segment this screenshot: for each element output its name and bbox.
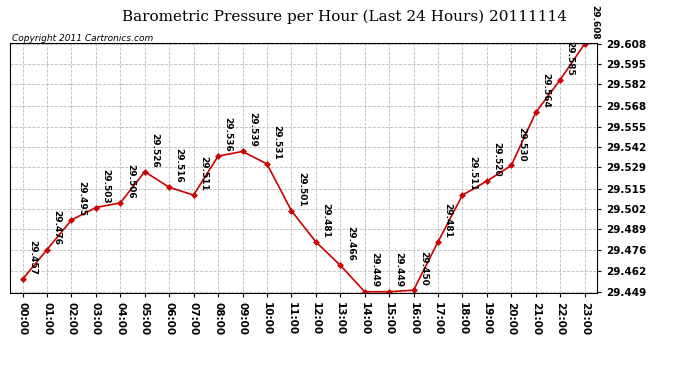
Text: 29.516: 29.516 [175,148,184,183]
Text: 29.481: 29.481 [322,203,331,238]
Text: 29.526: 29.526 [150,133,159,168]
Text: 29.511: 29.511 [199,156,208,191]
Text: 29.585: 29.585 [566,41,575,76]
Text: 29.481: 29.481 [444,203,453,238]
Text: 29.608: 29.608 [590,5,599,40]
Text: 29.476: 29.476 [52,210,61,246]
Text: 29.450: 29.450 [419,251,428,286]
Text: 29.457: 29.457 [28,240,37,275]
Text: 29.564: 29.564 [542,74,551,108]
Text: 29.495: 29.495 [77,181,86,216]
Text: 29.503: 29.503 [101,169,110,203]
Text: 29.530: 29.530 [517,127,526,161]
Text: 29.539: 29.539 [248,112,257,147]
Text: 29.506: 29.506 [126,164,135,199]
Text: 29.511: 29.511 [468,156,477,191]
Text: 29.531: 29.531 [273,125,282,160]
Text: 29.520: 29.520 [493,142,502,177]
Text: 29.501: 29.501 [297,172,306,207]
Text: 29.449: 29.449 [371,252,380,288]
Text: 29.449: 29.449 [395,252,404,288]
Text: 29.536: 29.536 [224,117,233,152]
Text: Copyright 2011 Cartronics.com: Copyright 2011 Cartronics.com [12,34,152,43]
Text: 29.466: 29.466 [346,226,355,261]
Text: Barometric Pressure per Hour (Last 24 Hours) 20111114: Barometric Pressure per Hour (Last 24 Ho… [123,9,567,24]
